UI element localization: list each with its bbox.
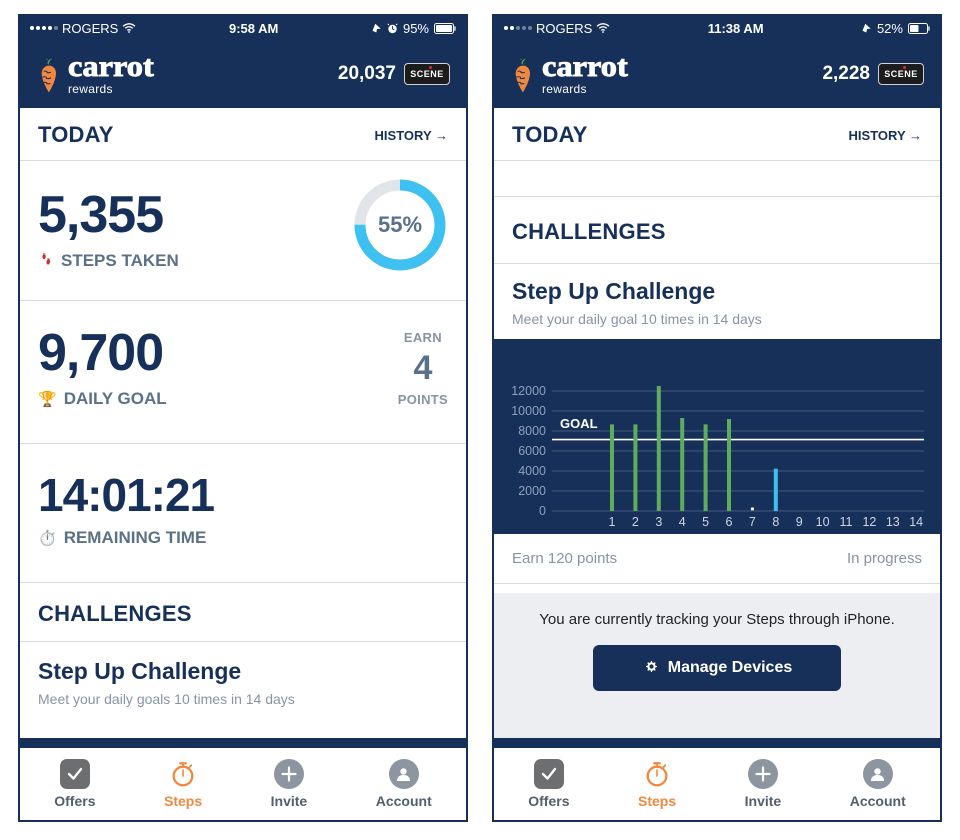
svg-text:14: 14: [909, 515, 923, 529]
svg-text:12000: 12000: [511, 384, 546, 398]
svg-text:6000: 6000: [518, 444, 546, 458]
svg-text:2000: 2000: [518, 484, 546, 498]
svg-text:1: 1: [609, 515, 616, 529]
svg-text:11: 11: [840, 515, 853, 529]
svg-text:6: 6: [726, 515, 733, 529]
svg-text:8: 8: [772, 515, 779, 529]
svg-text:13: 13: [886, 515, 900, 529]
svg-text:9: 9: [796, 515, 803, 529]
svg-text:10: 10: [816, 515, 830, 529]
svg-text:4: 4: [679, 515, 686, 529]
svg-text:GOAL: GOAL: [560, 416, 598, 431]
svg-text:7: 7: [749, 515, 756, 529]
svg-text:12: 12: [862, 515, 876, 529]
svg-text:4000: 4000: [518, 464, 546, 478]
svg-text:10000: 10000: [511, 404, 546, 418]
svg-text:3: 3: [655, 515, 662, 529]
svg-text:2: 2: [632, 515, 639, 529]
svg-text:8000: 8000: [518, 424, 546, 438]
svg-text:5: 5: [702, 515, 709, 529]
svg-text:0: 0: [539, 504, 546, 518]
